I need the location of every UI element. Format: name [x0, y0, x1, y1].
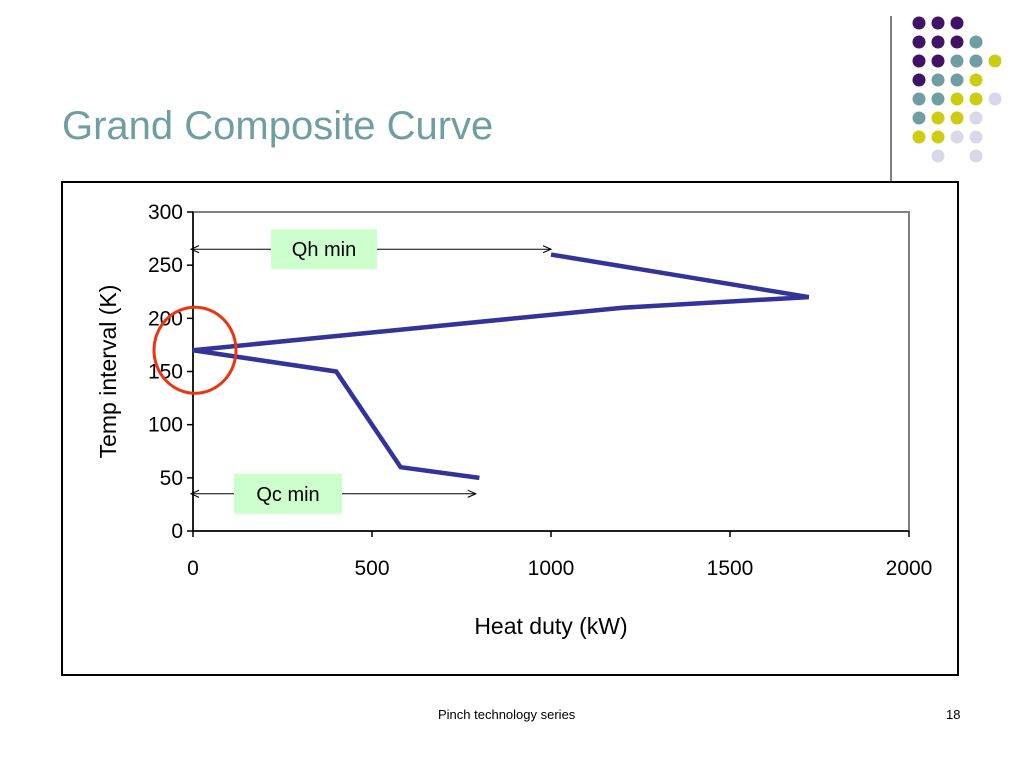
decorative-dot [931, 111, 945, 125]
pinch-point-circle [152, 305, 238, 395]
y-tick-label: 0 [171, 520, 183, 543]
annotation-label: Qc min [256, 484, 319, 506]
decorative-dot [912, 111, 926, 125]
decorative-dot [931, 35, 945, 49]
x-tick-label: 0 [187, 557, 199, 580]
y-tick-label: 250 [148, 254, 183, 277]
decorative-dot [912, 92, 926, 106]
decorative-dot [969, 92, 983, 106]
annotation-box [234, 473, 342, 514]
decorative-dot [912, 130, 926, 144]
decorative-dot [969, 149, 983, 163]
chart-frame: 0 50 100 150 200 250 300 0 500 1000 1500 2000 Heat d… [61, 181, 959, 676]
x-tick-label: 2000 [886, 557, 933, 580]
decorative-dot [969, 111, 983, 125]
decorative-dot [950, 16, 964, 30]
decorative-dot [950, 111, 964, 125]
decorative-dot [931, 16, 945, 30]
decorative-dot [950, 73, 964, 87]
annotation-label: Qh min [292, 239, 356, 261]
slide-title: Grand Composite Curve [62, 104, 494, 148]
x-axis-label: Heat duty (kW) [474, 613, 627, 639]
y-tick-label: 50 [160, 467, 183, 490]
decorative-dot [931, 92, 945, 106]
grand-composite-curve-line [192, 252, 810, 481]
decorative-dot [912, 54, 926, 68]
annotation-box [271, 229, 377, 270]
decorative-dot [950, 92, 964, 106]
x-tick-label: 1500 [707, 557, 754, 580]
page-number: 18 [946, 707, 961, 722]
decorative-dot [969, 54, 983, 68]
y-tick-label: 300 [148, 201, 183, 224]
x-tick-label: 1000 [528, 557, 575, 580]
decorative-dot [969, 130, 983, 144]
decorative-dot [931, 130, 945, 144]
decorative-dot [950, 130, 964, 144]
decorative-dot [950, 54, 964, 68]
decorative-dot-grid [890, 16, 1002, 182]
decorative-dot [988, 54, 1002, 68]
decorative-dot [950, 35, 964, 49]
x-tick-label: 500 [354, 557, 389, 580]
y-axis-label: Temp interval (K) [95, 285, 121, 459]
decorative-dot [912, 16, 926, 30]
y-tick-label: 100 [148, 414, 183, 437]
decorative-dot [931, 73, 945, 87]
decorative-dot [931, 149, 945, 163]
decorative-dot [912, 35, 926, 49]
decorative-dot [988, 92, 1002, 106]
decorative-dot [969, 35, 983, 49]
footer-series: Pinch technology series [438, 707, 576, 722]
decorative-dot [931, 54, 945, 68]
decorative-dot [969, 73, 983, 87]
decorative-dot [912, 73, 926, 87]
